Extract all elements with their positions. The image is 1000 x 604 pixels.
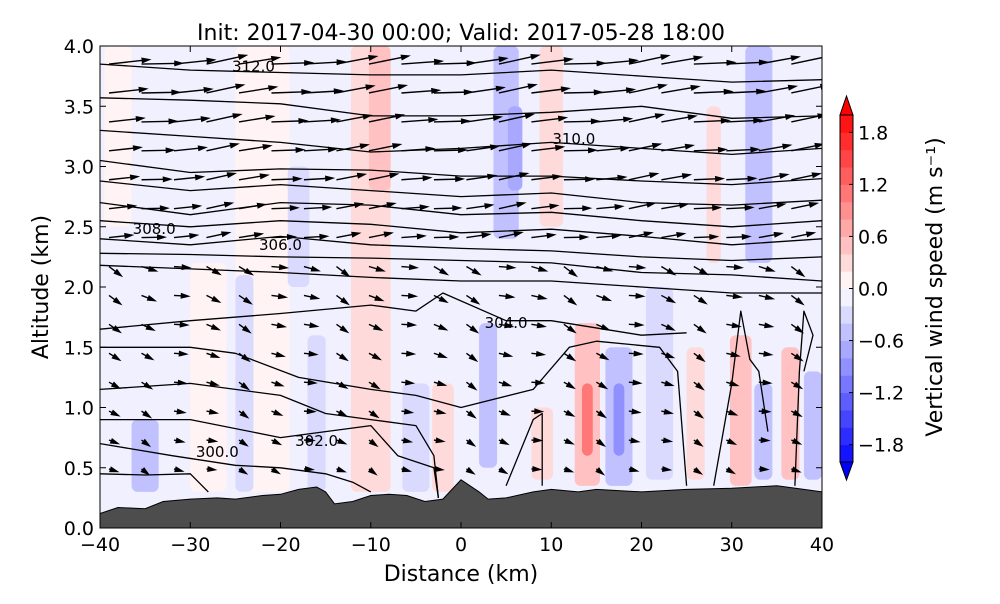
colorbar-segment [840,289,853,307]
y-tick-label: 2.5 [64,217,94,239]
y-tick-label: 3.5 [64,96,94,118]
w-band [288,167,310,288]
plot-area: 312.0 310.0 308.0 306.0 304.0 302.0 300.0 [100,46,833,528]
colorbar-tick-label: 0.6 [858,226,888,248]
x-tick-label: 20 [629,534,653,556]
colorbar-segment [840,184,853,202]
contour-label: 300.0 [196,443,239,461]
contour-label: 308.0 [133,220,176,238]
colorbar-segment [840,410,853,428]
contour-label: 302.0 [295,432,338,450]
colorbar-segment [840,132,853,150]
colorbar-segment [840,445,853,463]
y-tick-label: 2.0 [64,277,94,299]
colorbar-segment [840,254,853,272]
x-tick-label: −10 [351,534,391,556]
colorbar-segment [840,323,853,341]
colorbar-label: Vertical wind speed (m s⁻¹) [923,137,948,436]
colorbar-segment [840,358,853,376]
colorbar-segment [840,236,853,254]
contour-label: 304.0 [485,314,528,332]
colorbar-segment [840,375,853,393]
colorbar-tick-label: 1.8 [858,122,888,144]
x-tick-label: 30 [720,534,744,556]
x-tick-label: −20 [260,534,300,556]
x-tick-label: −30 [170,534,210,556]
y-tick-label: 1.5 [64,337,94,359]
w-band [105,46,132,227]
contour-label: 306.0 [259,236,302,254]
y-axis-label: Altitude (km) [29,215,54,359]
w-band [582,383,593,455]
w-band [804,371,822,479]
colorbar-segment [840,150,853,168]
colorbar-extend-max [840,96,853,115]
colorbar-segment [840,271,853,289]
colorbar-segment [840,167,853,185]
x-axis-label: Distance (km) [384,562,539,587]
colorbar-tick-label: 0.0 [858,279,888,301]
colorbar-segment [840,393,853,411]
w-band [614,383,625,455]
y-tick-label: 0.5 [64,458,94,480]
colorbar-tick-label: −0.6 [858,331,904,353]
colorbar-segment [840,341,853,359]
colorbar-segment [840,202,853,220]
w-band [132,420,159,492]
colorbar-segment [840,115,853,133]
colorbar-tick-label: −1.8 [858,435,904,457]
x-tick-label: 40 [810,534,834,556]
y-tick-label: 4.0 [64,36,94,58]
x-tick-label: 10 [539,534,563,556]
colorbar-tick-label: 1.2 [858,174,888,196]
y-tick-label: 1.0 [64,398,94,420]
w-band [730,335,752,486]
colorbar-extend-min [840,462,853,480]
colorbar-tick-label: −1.2 [858,383,904,405]
w-band [745,46,772,263]
colorbar-segment [840,427,853,445]
chart-title: Init: 2017-04-30 00:00; Valid: 2017-05-2… [197,21,725,46]
x-tick-label: 0 [455,534,467,556]
contour-label: 312.0 [232,57,275,75]
colorbar: −1.8 −1.2 −0.6 0.0 0.6 1.2 1.8 [840,96,904,480]
contour-label: 310.0 [552,130,595,148]
w-band [402,383,429,491]
y-tick-label: 3.0 [64,157,94,179]
w-band [479,323,497,468]
colorbar-segment [840,306,853,324]
y-tick-label: 0.0 [64,518,94,540]
wind-arrow-head [823,54,833,60]
colorbar-segment [840,219,853,237]
